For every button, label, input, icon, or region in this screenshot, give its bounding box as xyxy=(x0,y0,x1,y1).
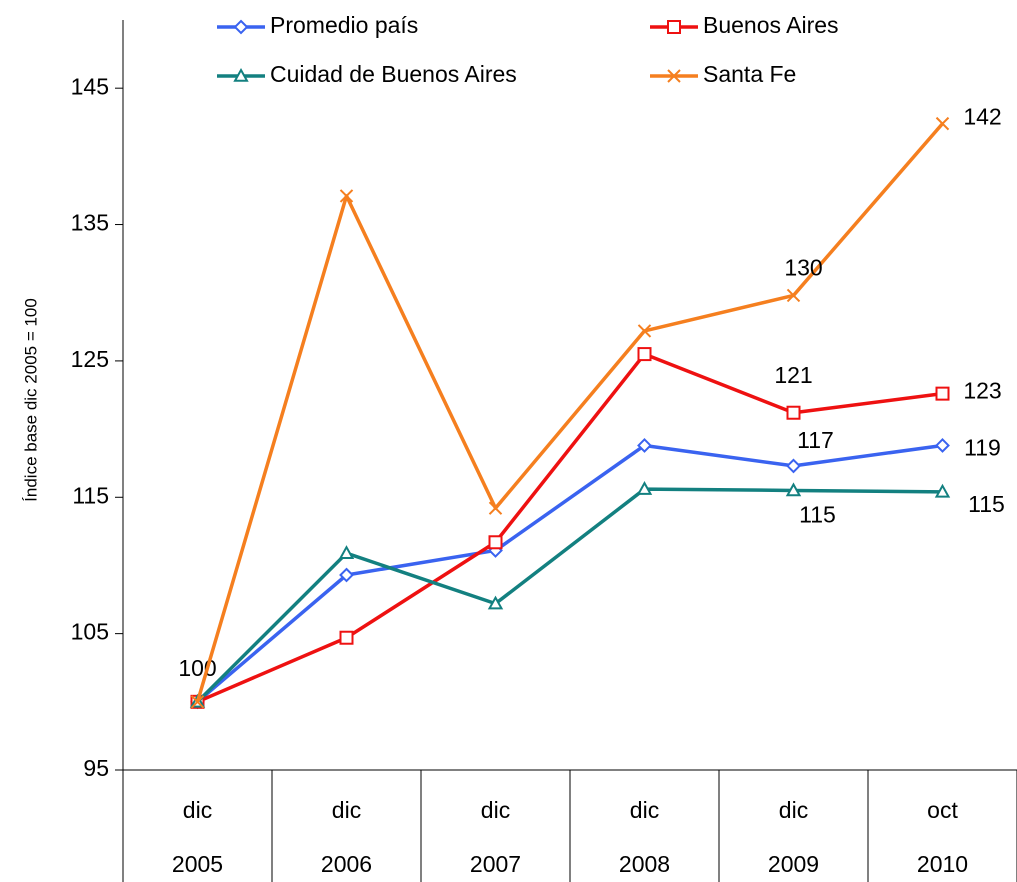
y-tick-label: 125 xyxy=(71,346,109,372)
x-tick-label: 2007 xyxy=(470,851,521,877)
marker xyxy=(637,324,652,338)
marker xyxy=(339,189,354,203)
x-tick-label: 2008 xyxy=(619,851,670,877)
legend-label: Promedio país xyxy=(270,12,418,38)
marker xyxy=(190,695,205,709)
marker xyxy=(339,567,354,583)
data-label: 117 xyxy=(797,427,834,453)
legend-marker xyxy=(233,67,249,82)
x-tick-label: 2009 xyxy=(768,851,819,877)
y-tick-label: 105 xyxy=(71,619,109,645)
x-tick-label: 2010 xyxy=(917,851,968,877)
series-line xyxy=(195,122,944,703)
marker xyxy=(786,405,801,420)
marker xyxy=(339,630,354,645)
series-line xyxy=(196,487,943,704)
legend-label: Cuidad de Buenos Aires xyxy=(270,61,517,87)
y-axis-label: Índice base dic 2005 = 100 xyxy=(21,298,40,502)
x-tick-label: dic xyxy=(183,797,212,823)
x-tick-label: 2006 xyxy=(321,851,372,877)
legend-item: Buenos Aires xyxy=(650,12,839,38)
legend-marker xyxy=(667,69,681,83)
x-tick-label: dic xyxy=(332,797,361,823)
y-tick-label: 95 xyxy=(83,755,109,781)
data-label: 119 xyxy=(964,435,1001,461)
legend-item: Promedio país xyxy=(217,12,418,38)
legend-marker xyxy=(667,20,681,34)
marker xyxy=(935,116,950,131)
data-label: 142 xyxy=(963,104,1001,130)
legend-marker xyxy=(233,19,249,35)
x-tick-label: dic xyxy=(481,797,510,823)
legend-label: Buenos Aires xyxy=(703,12,839,38)
x-tick-label: oct xyxy=(927,797,958,823)
legend-label: Santa Fe xyxy=(703,61,796,87)
data-label: 121 xyxy=(774,362,812,388)
y-tick-label: 115 xyxy=(72,482,109,508)
data-label: 123 xyxy=(963,378,1001,404)
series-line xyxy=(196,352,943,704)
legend-item: Santa Fe xyxy=(650,61,796,87)
legend-item: Cuidad de Buenos Aires xyxy=(217,61,517,87)
marker xyxy=(488,535,503,550)
marker xyxy=(488,501,503,515)
marker xyxy=(786,288,801,303)
marker xyxy=(338,545,355,559)
x-tick-label: dic xyxy=(779,797,808,823)
marker xyxy=(636,481,653,495)
marker xyxy=(785,482,802,497)
x-tick-label: dic xyxy=(630,797,659,823)
marker xyxy=(786,458,801,474)
marker xyxy=(487,595,504,610)
marker xyxy=(637,347,652,362)
data-label: 115 xyxy=(968,491,1005,517)
marker xyxy=(935,386,950,401)
marker xyxy=(637,438,652,453)
data-label: 115 xyxy=(799,502,836,528)
y-tick-label: 145 xyxy=(71,73,109,99)
marker xyxy=(935,438,950,453)
data-label: 130 xyxy=(784,255,822,281)
x-tick-label: 2005 xyxy=(172,851,223,877)
marker xyxy=(934,483,951,498)
y-tick-label: 135 xyxy=(71,210,109,236)
series-line xyxy=(196,443,943,704)
